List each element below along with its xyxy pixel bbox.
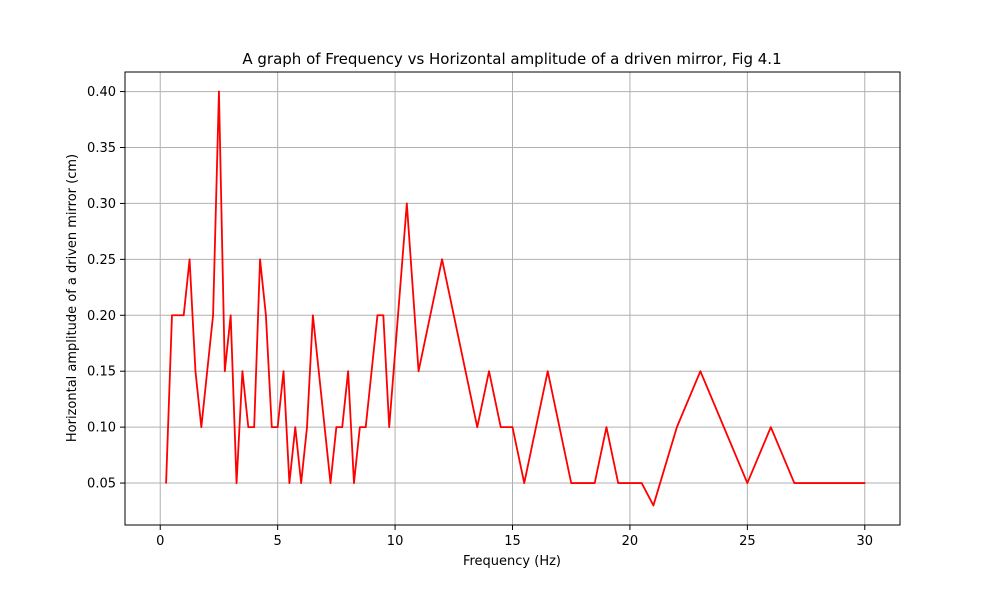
chart-title: A graph of Frequency vs Horizontal ampli… — [242, 50, 781, 68]
data-point — [247, 426, 250, 428]
data-point — [347, 370, 349, 373]
data-point — [224, 370, 226, 373]
data-point — [511, 426, 514, 428]
data-point — [317, 370, 320, 373]
data-point — [359, 426, 361, 428]
y-tick-label: 0.20 — [87, 309, 116, 324]
data-point — [218, 90, 220, 93]
data-point — [723, 426, 725, 428]
x-tick-label: 20 — [622, 534, 639, 549]
data-point — [188, 258, 191, 261]
data-point — [770, 426, 772, 428]
data-point — [312, 314, 314, 317]
data-point — [265, 314, 267, 317]
data-point — [499, 426, 502, 428]
data-point — [341, 426, 344, 428]
data-point — [617, 482, 619, 484]
data-point — [200, 426, 203, 428]
data-point — [376, 314, 379, 317]
data-point — [353, 482, 355, 484]
data-point — [863, 482, 866, 484]
data-point — [276, 426, 279, 428]
data-point — [364, 426, 367, 428]
x-tick-label: 5 — [274, 534, 282, 549]
data-point — [306, 426, 308, 428]
grid — [125, 72, 900, 525]
x-tick-label: 25 — [739, 534, 756, 549]
data-point — [235, 482, 238, 484]
data-point — [476, 426, 479, 428]
data-point — [570, 482, 573, 484]
data-point — [640, 482, 643, 484]
data-point — [699, 370, 702, 373]
data-point — [212, 314, 214, 317]
y-tick-label: 0.35 — [87, 141, 116, 156]
data-point — [288, 482, 291, 484]
data-point — [171, 314, 173, 317]
data-point — [441, 258, 443, 261]
data-point — [259, 258, 261, 261]
y-axis-label: Horizontal amplitude of a driven mirror … — [65, 154, 80, 442]
y-tick-label: 0.05 — [87, 477, 116, 492]
x-tick-label: 10 — [387, 534, 404, 549]
series-line — [165, 90, 865, 507]
x-axis-label: Frequency (Hz) — [463, 554, 561, 569]
x-axis: 0 5 10 15 20 25 30 — [156, 525, 873, 549]
data-point — [546, 370, 549, 373]
y-tick-label: 0.30 — [87, 197, 116, 212]
data-point — [335, 426, 338, 428]
data-point — [388, 426, 391, 428]
data-point — [593, 482, 596, 484]
x-tick-label: 15 — [504, 534, 521, 549]
data-point — [676, 426, 678, 428]
data-point — [194, 370, 197, 373]
y-tick-label: 0.40 — [87, 85, 116, 100]
y-tick-label: 0.10 — [87, 421, 116, 436]
data-point — [652, 504, 655, 507]
series-layer — [165, 90, 866, 507]
data-point — [229, 314, 232, 317]
y-tick-label: 0.15 — [87, 365, 116, 380]
y-tick-label: 0.25 — [87, 253, 116, 268]
x-tick-label: 30 — [856, 534, 873, 549]
data-point — [523, 482, 526, 484]
data-point — [793, 482, 796, 484]
data-point — [746, 482, 749, 484]
x-tick-label: 0 — [156, 534, 164, 549]
data-point — [182, 314, 185, 317]
data-point — [294, 426, 297, 428]
data-point — [417, 370, 420, 373]
y-axis: 0.05 0.10 0.15 0.20 0.25 0.30 0.35 0.40 — [87, 85, 125, 492]
data-point — [382, 314, 385, 317]
data-point — [488, 370, 490, 373]
data-point — [253, 426, 255, 428]
data-point — [406, 202, 408, 205]
data-point — [241, 370, 244, 373]
data-point — [605, 426, 608, 428]
data-point — [329, 482, 332, 484]
data-point — [270, 426, 273, 428]
data-point — [300, 482, 302, 484]
data-point — [165, 482, 167, 484]
data-point — [282, 370, 285, 373]
